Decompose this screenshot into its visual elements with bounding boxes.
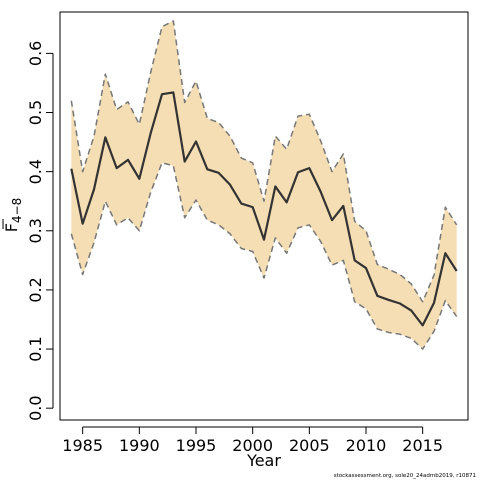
x-tick-label: 2005 [289, 436, 330, 455]
y-axis-title: F4−8 [2, 198, 24, 233]
estimate-line [70, 91, 458, 327]
lower-bound-line [70, 162, 458, 350]
confidence-band [71, 20, 457, 350]
x-axis-title: Year [246, 451, 281, 470]
y-tick-label: 0.0 [26, 395, 45, 420]
y-tick-label: 0.6 [26, 41, 45, 66]
x-tick-label: 1985 [62, 436, 103, 455]
y-tick-label: 0.1 [26, 336, 45, 361]
y-tick-label: 0.2 [26, 277, 45, 302]
band-area [71, 20, 457, 350]
upper-bound-line [70, 20, 458, 303]
x-tick-label: 1995 [176, 436, 217, 455]
footer-note: stockassessment.org, sole20_24admb2019, … [334, 473, 476, 479]
x-tick-label: 2015 [402, 436, 443, 455]
plot-frame [59, 11, 469, 421]
y-tick-label: 0.3 [26, 218, 45, 243]
x-axis: 1985 1990 1995 2000 2005 2010 2015 [62, 426, 443, 455]
y-axis-title-main: F [2, 223, 21, 232]
y-tick-label: 0.5 [26, 100, 45, 125]
y-axis-title-sub: 4−8 [10, 198, 24, 223]
y-axis: 0.0 0.1 0.2 0.3 0.4 0.5 0.6 [26, 41, 54, 421]
y-tick-label: 0.4 [26, 159, 45, 184]
x-tick-label: 2000 [232, 436, 273, 455]
series-lines [70, 20, 458, 350]
y-axis-title-text: F4−8 [2, 198, 24, 233]
x-tick-label: 2010 [346, 436, 387, 455]
x-tick-label: 1990 [119, 436, 160, 455]
